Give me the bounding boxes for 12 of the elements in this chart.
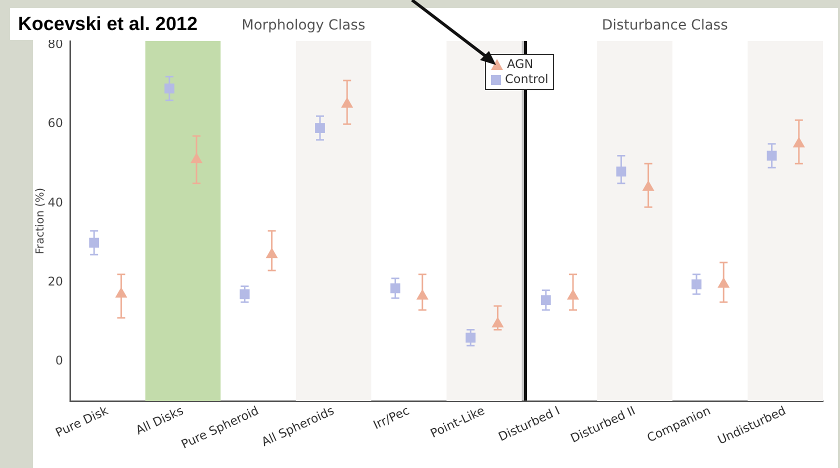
text: Morphology Class <box>242 18 366 34</box>
legend-label: AGN <box>507 57 534 72</box>
chart-title: Kocevski et al. 2012 <box>18 14 198 36</box>
y-tick-label: 40 <box>48 195 63 210</box>
y-axis-title: Fraction (%) <box>33 188 46 254</box>
text: Disturbance Class <box>602 18 728 34</box>
y-tick-label: 60 <box>48 116 63 130</box>
legend-label: Control <box>505 72 548 87</box>
y-tick-label: 0 <box>55 354 63 368</box>
y-tick-label: 20 <box>48 274 63 288</box>
x-tick-label: All Disks <box>134 403 186 438</box>
x-tick-label: Pure Disk <box>53 403 110 440</box>
